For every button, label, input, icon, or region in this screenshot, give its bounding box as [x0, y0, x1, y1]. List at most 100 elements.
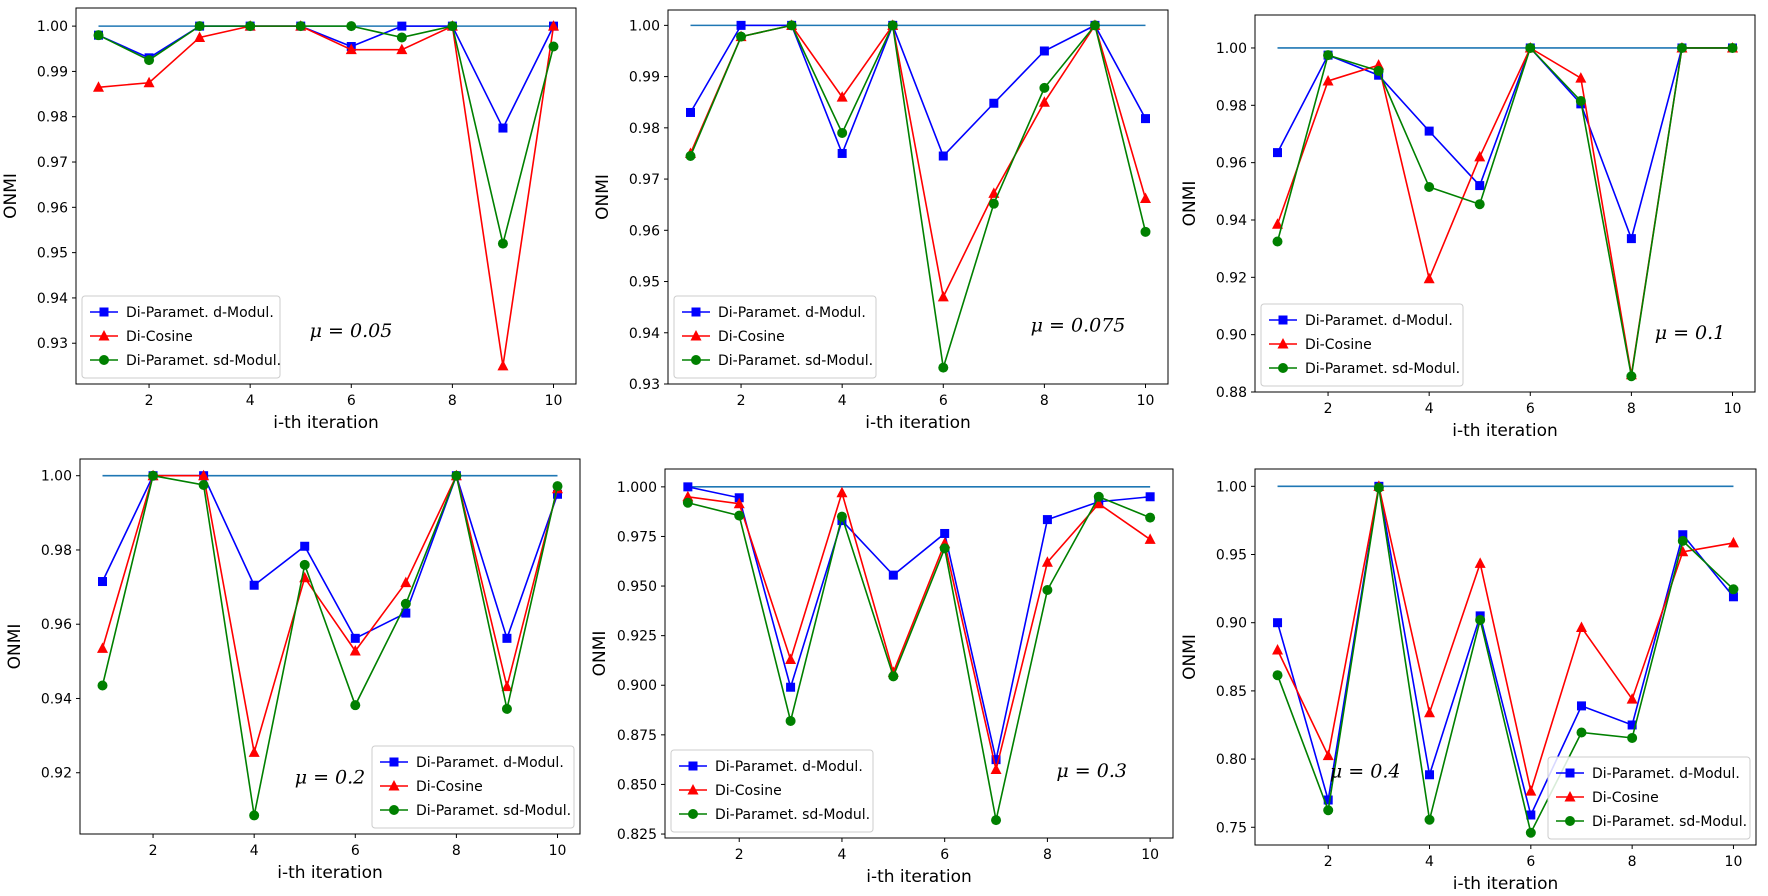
- data-point: [194, 21, 205, 32]
- data-point: [1525, 42, 1536, 53]
- series-line: [98, 25, 555, 130]
- legend-label: Di-Cosine: [715, 783, 782, 799]
- plot-frame: [79, 458, 581, 835]
- x-tick-label: 6: [1526, 854, 1535, 870]
- legend-marker: [688, 761, 698, 771]
- legend-label: Di-Paramet. sd-Modul.: [1592, 814, 1747, 830]
- y-tick-label: 0.92: [41, 766, 72, 782]
- legend-marker: [388, 780, 400, 791]
- y-tick-label: 0.88: [1216, 385, 1247, 401]
- legend-label: Di-Paramet. sd-Modul.: [126, 353, 281, 369]
- y-tick-label: 0.98: [1216, 98, 1247, 114]
- chart-panel-1: 2 4 6 8 10 0.93 0.94 0.95 0.96 0.97 0.98 0.99 1.00 i-…: [1, 7, 577, 433]
- data-point: [501, 680, 513, 692]
- y-tick-label: 0.925: [617, 629, 657, 645]
- data-point: [837, 127, 848, 138]
- y-tick-label: 0.94: [41, 691, 72, 707]
- series-line: [689, 23, 1147, 158]
- y-tick-label: 0.95: [629, 275, 660, 291]
- data-point: [396, 32, 407, 43]
- y-tick-label: 0.850: [617, 777, 657, 793]
- legend-marker: [688, 809, 698, 819]
- data-point: [1089, 20, 1100, 31]
- x-tick-label: 4: [837, 847, 846, 863]
- data-point: [1145, 512, 1156, 523]
- plot-frame: [664, 468, 1174, 839]
- y-tick-label: 0.75: [1216, 820, 1247, 836]
- data-point: [1424, 814, 1435, 825]
- data-point: [1322, 749, 1334, 761]
- y-tick-label: 0.93: [629, 377, 660, 393]
- data-point: [1039, 82, 1050, 93]
- data-point: [346, 21, 357, 32]
- data-point: [1676, 42, 1687, 53]
- data-point: [553, 489, 562, 499]
- legend-marker: [691, 355, 701, 365]
- data-point: [1323, 805, 1334, 816]
- data-point: [988, 187, 1000, 198]
- data-point: [1424, 126, 1434, 136]
- series-line: [689, 23, 1147, 300]
- mu-annotation: μ = 0.3: [1056, 760, 1127, 782]
- legend-marker: [99, 355, 109, 365]
- y-axis-label: ONMI: [1180, 181, 1200, 227]
- data-point: [1272, 643, 1284, 655]
- data-point: [245, 21, 256, 32]
- series-di-paramet-d-modul-: [686, 20, 1150, 161]
- data-point: [683, 482, 693, 492]
- y-tick-label: 0.97: [629, 172, 660, 188]
- data-point: [1575, 72, 1587, 83]
- mu-annotation: μ = 0.2: [295, 766, 366, 788]
- x-tick-label: 8: [1040, 393, 1049, 409]
- data-point: [1626, 234, 1636, 244]
- series-di-paramet-sd-modul-: [93, 21, 559, 249]
- data-point: [736, 31, 747, 42]
- data-point: [497, 238, 508, 249]
- series-line: [687, 486, 1151, 760]
- legend: Di-Paramet. d-Modul. Di-Cosine Di-Paramet.…: [1547, 756, 1751, 840]
- series-line: [98, 25, 555, 244]
- y-tick-label: 1.00: [1216, 479, 1247, 495]
- data-point: [1575, 96, 1586, 107]
- data-point: [350, 700, 361, 711]
- data-point: [148, 470, 159, 481]
- data-point: [1423, 272, 1435, 284]
- y-tick-label: 0.98: [37, 110, 68, 126]
- x-axis-label: i-th iteration: [865, 413, 971, 433]
- y-tick-label: 0.825: [617, 827, 657, 843]
- y-tick-label: 0.94: [629, 326, 660, 342]
- x-tick-label: 8: [1043, 847, 1052, 863]
- y-tick-label: 0.95: [37, 246, 68, 262]
- x-axis-label: i-th iteration: [1452, 421, 1558, 441]
- data-point: [837, 148, 847, 158]
- legend-label: Di-Cosine: [126, 329, 193, 345]
- data-point: [1525, 827, 1536, 838]
- legend-label: Di-Paramet. d-Modul.: [1305, 313, 1453, 329]
- data-point: [1272, 670, 1283, 681]
- data-point: [736, 20, 746, 30]
- y-tick-label: 0.97: [37, 155, 68, 171]
- legend-marker: [99, 307, 109, 317]
- data-point: [552, 481, 563, 492]
- data-point: [548, 41, 559, 52]
- data-point: [836, 486, 848, 498]
- x-tick-label: 10: [1141, 847, 1159, 863]
- data-point: [1039, 46, 1049, 56]
- mu-annotation: μ = 0.1: [1655, 322, 1726, 344]
- data-point: [682, 497, 693, 508]
- data-point: [1424, 182, 1435, 193]
- data-point: [400, 598, 411, 609]
- data-point: [1038, 96, 1050, 107]
- legend-marker: [1565, 768, 1575, 778]
- y-tick-label: 1.00: [629, 18, 660, 34]
- data-point: [97, 642, 108, 653]
- data-point: [1041, 556, 1053, 567]
- series-line: [689, 22, 1147, 368]
- data-point: [1140, 192, 1151, 204]
- data-point: [400, 576, 412, 588]
- data-point: [97, 680, 108, 691]
- data-point: [1678, 530, 1688, 540]
- x-tick-label: 4: [1425, 401, 1434, 417]
- legend-label: Di-Cosine: [416, 779, 483, 795]
- y-tick-label: 0.99: [37, 64, 68, 80]
